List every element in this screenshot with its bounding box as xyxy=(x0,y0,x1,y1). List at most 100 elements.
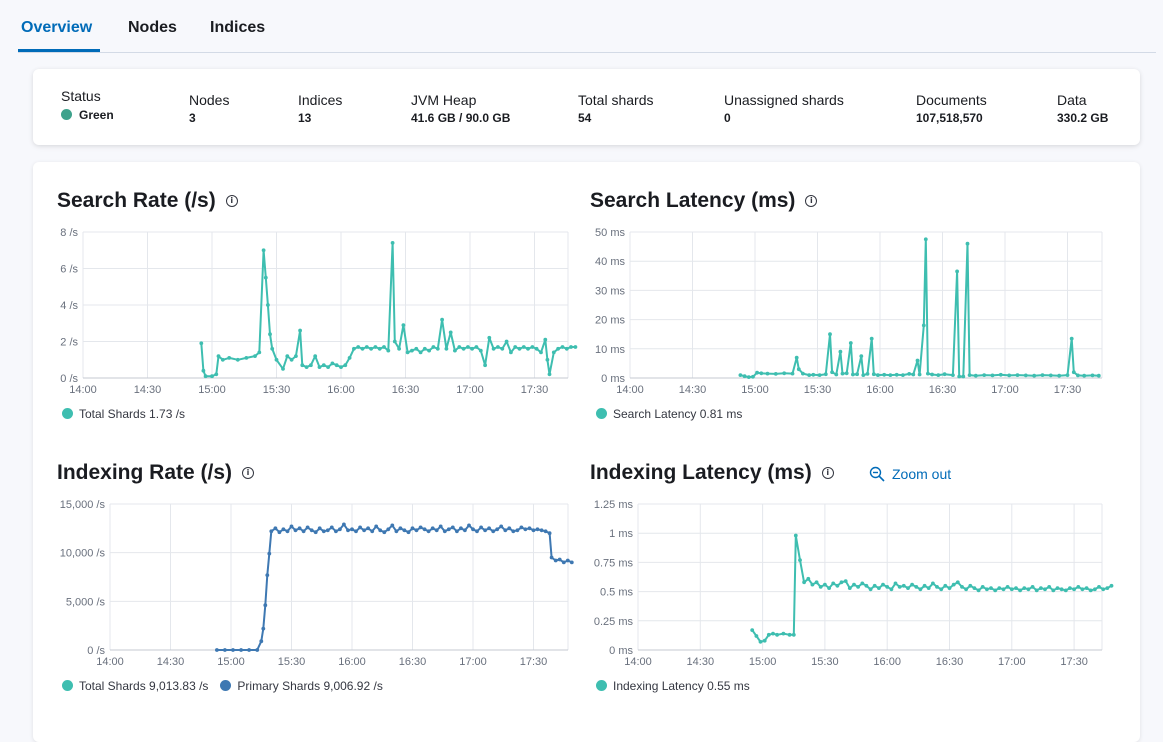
data-point xyxy=(982,373,987,377)
data-point xyxy=(530,345,535,349)
x-tick-label: 14:30 xyxy=(134,384,162,396)
y-tick-label: 4 /s xyxy=(60,300,78,312)
x-tick-label: 14:00 xyxy=(616,384,644,396)
unassigned-shards-stat: Unassigned shards 0 xyxy=(724,92,844,125)
data-point xyxy=(418,350,423,355)
data-point xyxy=(839,580,844,585)
info-icon[interactable]: i xyxy=(821,467,834,479)
indexing-rate-title: Indexing Rate (/s) i xyxy=(57,461,255,485)
data-point xyxy=(802,580,806,585)
data-point xyxy=(334,529,338,534)
y-tick-label: 0 ms xyxy=(609,645,633,657)
data-point xyxy=(868,587,873,592)
legend-entry[interactable]: Indexing Latency 0.55 ms xyxy=(613,679,750,693)
data-point xyxy=(997,586,1002,590)
legend-entry[interactable]: Search Latency 0.81 ms xyxy=(613,407,743,421)
data-point xyxy=(444,346,449,351)
data-point xyxy=(1076,373,1080,378)
y-tick-label: 1 ms xyxy=(609,528,633,540)
data-point xyxy=(1088,588,1093,593)
data-point xyxy=(214,372,219,377)
legend-dot-icon xyxy=(62,408,73,419)
data-point xyxy=(438,524,443,529)
indexing-rate-chart[interactable]: 0 /s 5,000 /s 10,000 /s 15,000 /s 14:00 14:30… xyxy=(0,492,590,677)
x-tick-label: 14:30 xyxy=(679,384,707,396)
data-point xyxy=(289,524,294,529)
data-point xyxy=(794,355,799,360)
data-point xyxy=(457,345,462,349)
tab-overview[interactable]: Overview xyxy=(21,19,93,36)
legend-entry[interactable]: Primary Shards 9,006.92 /s xyxy=(237,679,383,693)
data-point xyxy=(818,585,823,589)
data-point xyxy=(827,586,831,590)
x-tick-label: 16:30 xyxy=(929,384,957,396)
indexing-latency-legend: Indexing Latency 0.55 ms xyxy=(596,679,750,693)
y-tick-label: 20 ms xyxy=(595,315,625,327)
data-point xyxy=(422,346,427,351)
search-rate-chart[interactable]: 0 /s 2 /s 4 /s 6 /s 8 /s 14:00 14:30 15:00 15:30… xyxy=(0,220,590,405)
jvm-heap-value: 41.6 GB / 90.0 GB xyxy=(411,111,511,125)
data-point xyxy=(509,350,513,355)
legend-dot-icon xyxy=(596,408,607,419)
data-point xyxy=(281,527,286,532)
data-point xyxy=(293,528,298,533)
data-point xyxy=(549,555,554,560)
data-point xyxy=(1023,373,1028,378)
data-point xyxy=(557,557,562,562)
info-icon[interactable]: i xyxy=(242,467,255,479)
info-icon[interactable]: i xyxy=(225,195,238,207)
data-point xyxy=(247,648,252,652)
data-point xyxy=(894,372,899,377)
data-point xyxy=(901,583,906,588)
data-point xyxy=(294,354,298,358)
data-point xyxy=(201,368,206,373)
active-tab-indicator xyxy=(18,49,100,52)
legend-entry[interactable]: Total Shards 1.73 /s xyxy=(79,407,186,421)
data-point xyxy=(526,346,530,351)
data-point xyxy=(930,372,934,377)
indices-value: 13 xyxy=(298,111,312,125)
data-point xyxy=(203,374,208,379)
data-point xyxy=(426,529,431,534)
data-point xyxy=(848,341,853,345)
data-point xyxy=(926,586,931,590)
data-point xyxy=(410,348,414,353)
info-icon[interactable]: i xyxy=(805,195,818,207)
data-point xyxy=(463,528,467,533)
data-point xyxy=(989,586,993,590)
data-point xyxy=(378,528,383,533)
data-point xyxy=(356,345,361,349)
jvm-heap-stat: JVM Heap 41.6 GB / 90.0 GB xyxy=(411,92,510,125)
y-tick-label: 8 /s xyxy=(60,227,78,239)
zoom-out-icon xyxy=(869,466,885,485)
data-point xyxy=(281,367,285,371)
legend-entry[interactable]: Total Shards 9,013.83 /s xyxy=(79,679,209,693)
documents-label: Documents xyxy=(916,92,987,108)
data-point xyxy=(261,248,266,253)
unassigned-shards-label: Unassigned shards xyxy=(724,92,844,108)
data-point xyxy=(455,529,459,534)
tab-indices[interactable]: Indices xyxy=(210,19,266,36)
data-point xyxy=(342,522,346,527)
data-point xyxy=(386,348,391,353)
data-point xyxy=(244,356,249,360)
legend-dot-icon xyxy=(62,680,73,691)
data-point xyxy=(257,350,262,355)
indexing-latency-chart[interactable]: 0 ms 0.25 ms 0.5 ms 0.75 ms 1 ms 1.25 ms 14:00… xyxy=(580,492,1120,677)
data-point xyxy=(435,346,440,351)
charts-panel xyxy=(33,162,1140,742)
data-point xyxy=(352,346,356,351)
data-point xyxy=(547,372,552,377)
tab-nodes[interactable]: Nodes xyxy=(128,19,177,36)
series-line xyxy=(200,241,576,378)
status-value: Green xyxy=(61,108,114,122)
data-point xyxy=(881,582,885,587)
search-latency-chart[interactable]: 0 ms 10 ms 20 ms 30 ms 40 ms 50 ms 14:00 14:30 1… xyxy=(580,220,1120,405)
data-point xyxy=(1039,586,1043,590)
data-point xyxy=(955,580,960,585)
data-point xyxy=(539,350,543,355)
zoom-out-button[interactable]: Zoom out xyxy=(869,466,951,485)
data-point xyxy=(972,586,977,590)
data-point xyxy=(300,363,305,368)
unassigned-shards-value: 0 xyxy=(724,111,731,125)
